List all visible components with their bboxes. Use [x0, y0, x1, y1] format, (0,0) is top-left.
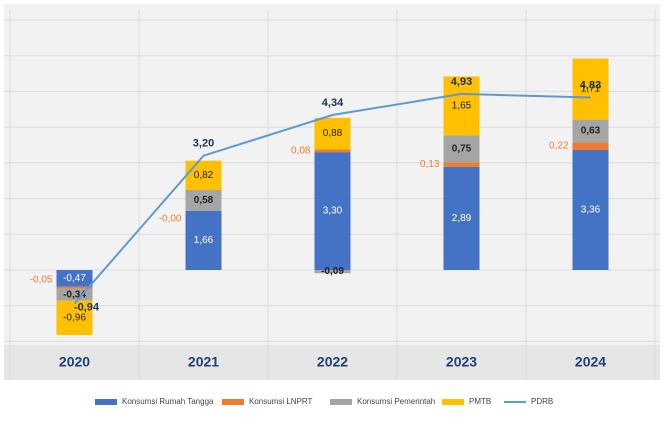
x-tick-label: 2022 — [317, 354, 348, 370]
line-series — [73, 92, 591, 305]
legend-label: PMTB — [469, 397, 491, 406]
legend-label: Konsumsi LNPRT — [249, 397, 313, 406]
value-label: 1,66 — [194, 235, 214, 246]
value-label: 0,08 — [291, 145, 311, 156]
bar-segment — [314, 152, 351, 270]
legend-label: Konsumsi Pemerintah — [357, 397, 435, 406]
value-label: 0,63 — [581, 126, 601, 137]
bar-segment — [56, 286, 93, 289]
x-tick-label: 2024 — [575, 354, 606, 370]
x-tick-label: 2020 — [59, 354, 90, 370]
value-label: 1,65 — [452, 101, 472, 112]
legend-swatch — [330, 399, 352, 405]
value-label: -0,00 — [159, 213, 182, 224]
bar-segment — [314, 117, 351, 150]
value-label: 2,89 — [452, 213, 472, 224]
legend-swatch — [222, 399, 244, 405]
value-label: 0,88 — [323, 128, 343, 139]
line-value-label: 3,20 — [193, 138, 214, 150]
bar-segment — [572, 142, 609, 150]
value-label: -0,34 — [63, 289, 86, 300]
line-value-label: 4,83 — [580, 79, 601, 91]
bar-segment — [185, 210, 222, 270]
bar-segment — [443, 76, 480, 136]
value-label: 3,36 — [581, 205, 601, 216]
value-label: -0,96 — [63, 312, 86, 323]
legend-label: Konsumsi Rumah Tangga — [122, 397, 214, 406]
bar-segment — [443, 166, 480, 270]
value-label: -0,09 — [321, 266, 344, 277]
value-label: 0,82 — [194, 170, 214, 181]
bar-segment — [443, 135, 480, 163]
value-label: -0,47 — [63, 273, 86, 284]
value-label: 1,71 — [581, 84, 601, 95]
category-band — [4, 345, 660, 380]
line-value-label: 4,34 — [322, 97, 344, 109]
legend-label: PDRB — [531, 397, 553, 406]
bar-segment — [572, 150, 609, 270]
bar-segment — [185, 160, 222, 190]
value-label: 0,75 — [452, 143, 472, 154]
value-label: 0,22 — [549, 141, 569, 152]
x-tick-label: 2023 — [446, 354, 477, 370]
value-label: -0,05 — [30, 274, 53, 285]
line-value-label: -0,94 — [74, 301, 100, 313]
line-value-label: 4,93 — [451, 76, 472, 88]
bar-segment — [314, 270, 351, 274]
bar-segment — [185, 190, 222, 211]
legend-swatch — [442, 399, 464, 405]
bar-segment — [56, 270, 93, 287]
bar-segment — [56, 288, 93, 301]
bar-segment — [56, 300, 93, 335]
bar-segment — [572, 119, 609, 143]
bar-segment — [314, 149, 351, 153]
bar-segment — [572, 58, 609, 120]
x-tick-label: 2021 — [188, 354, 219, 370]
value-label: 0,13 — [420, 159, 440, 170]
value-label: 3,30 — [323, 206, 343, 217]
legend-swatch — [95, 399, 117, 405]
bar-segment — [443, 162, 480, 167]
value-label: 0,58 — [194, 195, 214, 206]
